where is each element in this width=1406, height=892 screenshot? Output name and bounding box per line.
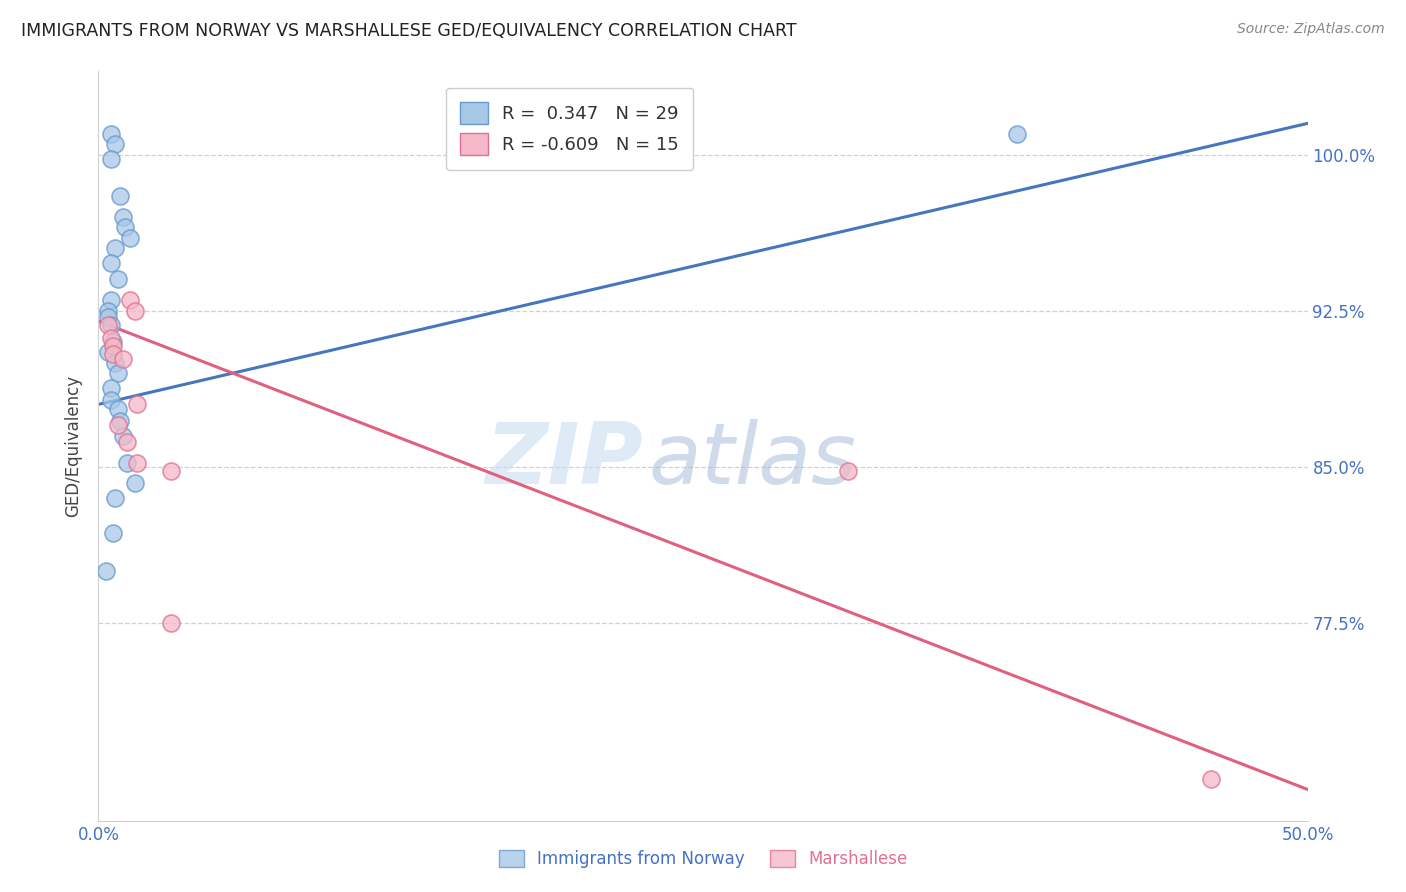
Point <box>127 397 149 411</box>
Point <box>100 318 122 333</box>
Point <box>100 331 122 345</box>
Point <box>108 189 131 203</box>
Point <box>101 347 124 361</box>
Point <box>100 293 122 308</box>
Point <box>101 334 124 349</box>
Point <box>101 339 124 353</box>
Point <box>104 356 127 370</box>
Point <box>111 428 134 442</box>
Text: atlas: atlas <box>648 419 856 502</box>
Text: IMMIGRANTS FROM NORWAY VS MARSHALLESE GED/EQUIVALENCY CORRELATION CHART: IMMIGRANTS FROM NORWAY VS MARSHALLESE GE… <box>21 22 797 40</box>
Point <box>97 303 120 318</box>
Legend: R =  0.347   N = 29, R = -0.609   N = 15: R = 0.347 N = 29, R = -0.609 N = 15 <box>446 88 693 169</box>
Text: Source: ZipAtlas.com: Source: ZipAtlas.com <box>1237 22 1385 37</box>
Point <box>108 414 131 428</box>
Point <box>1007 127 1029 141</box>
Point <box>97 345 120 359</box>
Point <box>111 210 134 224</box>
Point <box>114 220 136 235</box>
Point <box>100 256 122 270</box>
Point <box>107 418 129 433</box>
Point <box>94 564 117 578</box>
Point <box>97 318 120 333</box>
Point <box>117 456 139 470</box>
Point <box>1199 772 1222 786</box>
Point <box>104 491 127 505</box>
Point <box>118 293 141 308</box>
Point <box>111 351 134 366</box>
Point <box>127 456 149 470</box>
Point <box>100 152 122 166</box>
Point <box>97 310 120 324</box>
Point <box>100 381 122 395</box>
Point <box>160 464 183 478</box>
Point <box>104 241 127 255</box>
Point <box>160 615 183 630</box>
Point <box>107 272 129 286</box>
Point <box>100 393 122 408</box>
Point <box>101 526 124 541</box>
Point <box>124 476 146 491</box>
Point <box>100 127 122 141</box>
Point <box>107 366 129 380</box>
Legend: Immigrants from Norway, Marshallese: Immigrants from Norway, Marshallese <box>492 843 914 875</box>
Point <box>104 137 127 152</box>
Point <box>118 231 141 245</box>
Point <box>107 401 129 416</box>
Point <box>837 464 859 478</box>
Y-axis label: GED/Equivalency: GED/Equivalency <box>65 375 83 517</box>
Text: ZIP: ZIP <box>485 419 643 502</box>
Point <box>124 303 146 318</box>
Point <box>117 434 139 449</box>
